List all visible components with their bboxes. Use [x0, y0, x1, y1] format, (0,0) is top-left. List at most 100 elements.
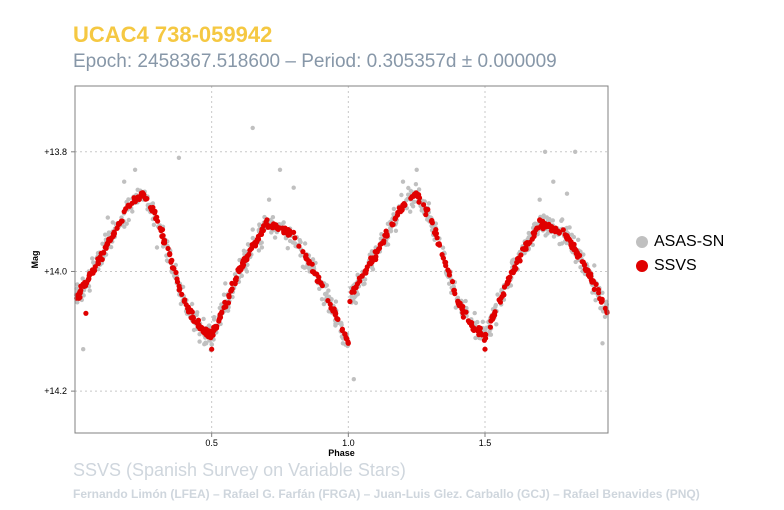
ssvs-point — [477, 325, 483, 331]
asas-sn-point — [463, 298, 468, 304]
ssvs-point — [269, 225, 275, 231]
ssvs-point — [209, 346, 215, 352]
ssvs-point — [537, 217, 543, 223]
asas-sn-point — [272, 235, 278, 240]
ssvs-point — [339, 327, 345, 334]
ssvs-point — [252, 240, 258, 246]
ssvs-point — [114, 225, 120, 231]
ssvs-point — [318, 280, 324, 286]
ssvs-point — [488, 318, 494, 324]
asas-sn-point — [569, 232, 574, 237]
ssvs-point — [276, 225, 282, 231]
ssvs-point — [221, 304, 227, 311]
asas-sn-point — [393, 228, 399, 233]
ssvs-point — [363, 268, 369, 274]
asas-sn-point — [122, 224, 127, 229]
ssvs-point — [469, 320, 475, 326]
asas-sn-point — [300, 264, 306, 269]
ssvs-point — [390, 221, 396, 228]
ssvs-point — [436, 242, 443, 248]
ssvs-point — [443, 259, 449, 265]
asas-sn-point — [522, 251, 527, 256]
asas-sn-point — [425, 217, 430, 222]
asas-sn-point — [245, 262, 250, 267]
ssvs-point — [332, 309, 338, 315]
asas-sn-point — [480, 319, 485, 324]
legend-marker-asas-sn — [636, 236, 648, 248]
asas-sn-point — [333, 299, 339, 304]
asas-sn-point — [154, 245, 160, 250]
ssvs-point — [195, 321, 202, 327]
ssvs-point — [81, 283, 87, 289]
asas-sn-point — [326, 288, 331, 293]
asas-sn-point — [391, 206, 397, 212]
asas-sn-point — [132, 167, 138, 172]
ssvs-point — [347, 298, 353, 305]
ssvs-point — [429, 220, 435, 226]
ssvs-point — [501, 292, 507, 298]
asas-sn-point — [191, 327, 197, 333]
ssvs-point — [185, 309, 192, 315]
asas-sn-point — [455, 295, 461, 300]
asas-sn-point — [108, 244, 114, 250]
asas-sn-point — [564, 225, 570, 231]
asas-sn-point — [550, 218, 555, 223]
ssvs-point — [514, 256, 521, 262]
asas-sn-point — [419, 208, 424, 213]
ssvs-point — [212, 325, 218, 331]
asas-sn-point — [223, 281, 228, 286]
asas-sn-point — [317, 286, 322, 291]
asas-sn-point — [473, 335, 478, 341]
ssvs-point — [560, 227, 566, 233]
asas-sn-point — [250, 235, 255, 241]
ssvs-point — [507, 274, 513, 280]
ssvs-point — [296, 243, 302, 249]
asas-sn-point — [573, 149, 578, 154]
ssvs-point — [416, 199, 422, 205]
asas-sn-point — [340, 341, 346, 346]
asas-sn-point — [414, 167, 419, 172]
x-tick-label: 0.5 — [205, 438, 218, 448]
legend-label-asas-sn: ASAS-SN — [654, 233, 725, 250]
ssvs-point — [542, 221, 548, 227]
ssvs-point — [210, 329, 216, 335]
y-axis-label: Mag — [30, 251, 40, 269]
asas-sn-point — [576, 237, 581, 242]
asas-sn-point — [557, 241, 562, 247]
ssvs-point — [535, 225, 542, 231]
legend-marker-ssvs — [636, 260, 648, 272]
ssvs-point — [159, 227, 166, 233]
asas-sn-point — [488, 332, 494, 337]
asas-sn-point — [81, 293, 86, 298]
asas-sn-point — [333, 321, 338, 326]
asas-sn-point — [413, 182, 419, 187]
asas-sn-point — [409, 202, 415, 207]
ssvs-point — [246, 251, 252, 257]
ssvs-point — [356, 275, 362, 281]
footer-survey-name: SSVS (Spanish Survey on Variable Stars) — [73, 460, 406, 480]
ssvs-point — [487, 324, 493, 330]
ssvs-point — [303, 254, 309, 260]
asas-sn-point — [201, 316, 206, 322]
footer-credits: Fernando Limón (LFEA) – Rafael G. Farfán… — [73, 487, 700, 501]
asas-sn-point — [250, 125, 255, 131]
asas-sn-point — [103, 232, 108, 237]
asas-sn-point — [217, 305, 222, 311]
ssvs-point — [596, 290, 602, 296]
ssvs-point — [226, 294, 232, 300]
ssvs-point — [584, 267, 590, 273]
asas-sn-point — [353, 300, 359, 306]
ssvs-point — [121, 209, 127, 215]
ssvs-point — [110, 231, 116, 237]
asas-sn-point — [495, 292, 500, 297]
asas-sn-point — [290, 240, 295, 245]
asas-sn-point — [592, 263, 597, 268]
asas-sn-point — [209, 342, 215, 347]
ssvs-point — [273, 222, 279, 228]
ssvs-point — [349, 289, 355, 295]
asas-sn-point — [362, 277, 368, 282]
ssvs-point — [580, 259, 586, 265]
asas-sn-point — [370, 267, 376, 272]
ssvs-point — [463, 309, 469, 315]
ssvs-point — [353, 284, 359, 290]
